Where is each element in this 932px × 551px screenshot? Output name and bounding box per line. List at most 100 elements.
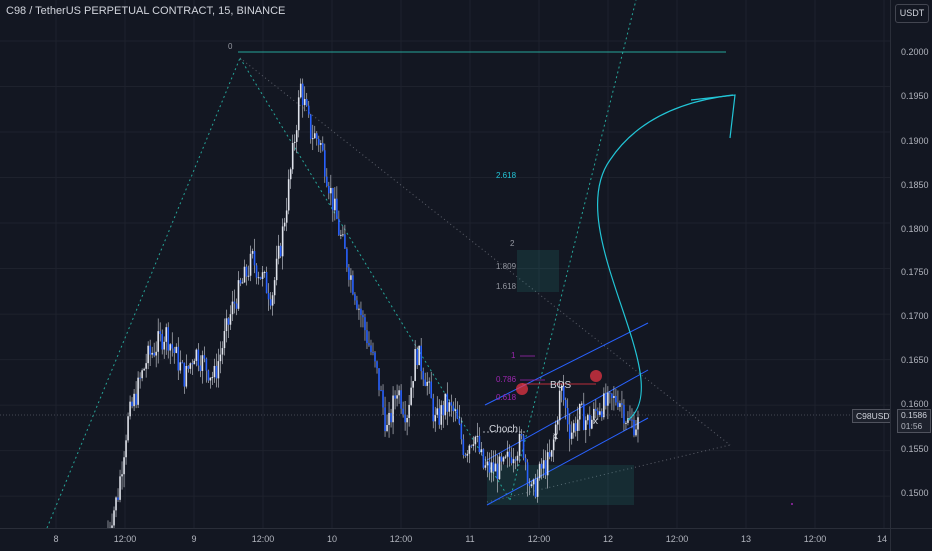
candle-body [115, 497, 117, 510]
candle-body [571, 433, 573, 439]
candle-body [376, 361, 378, 368]
candle-body [262, 272, 264, 279]
candle-body [551, 450, 553, 457]
candle-body [420, 346, 422, 371]
candle-body [153, 353, 155, 356]
time-tick: 11 [465, 534, 474, 544]
swing-high-marker-2[interactable] [590, 370, 602, 382]
swing-high-marker-1[interactable] [516, 383, 528, 395]
candle-body [230, 314, 232, 325]
candle-body [248, 276, 250, 277]
x-mark-1: x [553, 431, 558, 442]
fib-ext-1809: 1.809 [496, 262, 516, 271]
time-tick: 12:00 [252, 534, 275, 544]
candle-body [372, 352, 374, 353]
candle-body [633, 420, 635, 435]
candle-body [611, 394, 613, 398]
candle-body [380, 390, 382, 391]
candle-body [298, 97, 300, 130]
candle-body [264, 272, 266, 273]
candle-body [467, 454, 469, 456]
candle-body [426, 382, 428, 386]
candle-body [402, 409, 404, 415]
candle-body [388, 413, 390, 425]
candle-body [183, 363, 185, 387]
candle-body [442, 405, 444, 415]
candle-body [222, 348, 224, 354]
fib-ext-zone[interactable] [517, 250, 559, 292]
candle-body [256, 265, 258, 277]
candle-body [531, 484, 533, 486]
candle-body [581, 404, 583, 405]
trend-line-left[interactable] [47, 58, 240, 528]
price-tick: 0.1550 [901, 444, 929, 454]
price-tick: 0.2000 [901, 47, 929, 57]
symbol-price-tag: C98USDT.P [852, 409, 890, 423]
candle-body [320, 143, 322, 145]
candle-body [430, 382, 432, 399]
candle-body [139, 378, 141, 379]
time-tick: 12:00 [804, 534, 827, 544]
demand-zone[interactable] [487, 465, 634, 505]
candle-body [595, 409, 597, 411]
candle-body [617, 402, 619, 406]
candle-body [509, 452, 511, 458]
time-tick: 12:00 [528, 534, 551, 544]
candle-body [334, 199, 336, 211]
candle-body [177, 347, 179, 371]
candle-body [469, 446, 471, 454]
candle-body [537, 478, 539, 497]
chart-canvas[interactable]: C98 / TetherUS PERPETUAL CONTRACT, 15, B… [0, 0, 890, 528]
projection-arrow-curve[interactable] [598, 95, 733, 420]
candle-body [505, 457, 507, 458]
candle-body [459, 419, 461, 424]
candle-body [390, 413, 392, 422]
candle-body [282, 226, 284, 256]
candle-body [280, 246, 282, 257]
candle-body [322, 143, 324, 150]
candle-body [119, 476, 121, 499]
candle-body [392, 396, 394, 423]
candle-body [477, 436, 479, 437]
candle-body [625, 423, 627, 424]
candle-body [461, 424, 463, 440]
candle-body [382, 390, 384, 407]
candle-body [557, 420, 559, 424]
candle-body [159, 331, 161, 334]
time-axis[interactable]: 8 12:00 9 12:00 10 12:00 11 12:00 12 12:… [0, 528, 890, 551]
candle-body [418, 346, 420, 365]
candle-body [244, 267, 246, 283]
candle-body [384, 407, 386, 431]
candle-body [517, 456, 519, 461]
candle-body [599, 411, 601, 415]
price-tick: 0.1950 [901, 91, 929, 101]
candle-body [374, 352, 376, 361]
candle-body [489, 461, 491, 472]
choch-label: Choch [489, 424, 518, 435]
candle-body [242, 282, 244, 283]
candle-body [366, 330, 368, 343]
candle-body [238, 280, 240, 309]
currency-button[interactable]: USDT [895, 4, 929, 23]
candle-body [218, 361, 220, 378]
candle-body [412, 381, 414, 388]
candle-body [163, 342, 165, 350]
chart-drawing-layer[interactable] [0, 0, 890, 528]
marker-dot [791, 503, 793, 505]
candle-body [414, 349, 416, 381]
candle-body [573, 423, 575, 432]
candle-body [250, 254, 252, 276]
candle-body [438, 408, 440, 424]
candle-body [539, 464, 541, 478]
candle-body [444, 394, 446, 416]
fib-ext-2618: 2.618 [496, 171, 516, 180]
time-tick: 12:00 [114, 534, 137, 544]
projection-line[interactable] [240, 58, 730, 445]
candle-body [521, 434, 523, 436]
candle-body [565, 400, 567, 408]
candle-body [175, 347, 177, 353]
price-axis[interactable]: 0.2000 0.1950 0.1900 0.1850 0.1800 0.175… [890, 0, 932, 528]
candle-body [465, 455, 467, 456]
candle-body [165, 327, 167, 342]
candle-body [214, 366, 216, 377]
